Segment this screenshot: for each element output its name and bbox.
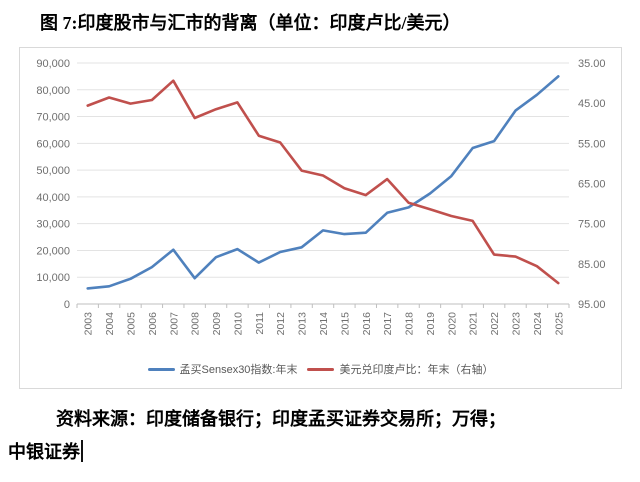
source-text-line1[interactable]: 资料来源：印度储备银行；印度孟买证券交易所；万得；	[56, 409, 506, 429]
legend-item-usdinr: 美元兑印度卢比：年末（右轴）	[307, 361, 493, 377]
x-axis-label: 2008	[190, 312, 202, 336]
x-axis-label: 2004	[104, 312, 116, 336]
legend-line-swatch	[147, 367, 175, 371]
x-axis-label: 2005	[125, 312, 137, 336]
x-axis-label: 2024	[532, 312, 544, 336]
x-axis-label: 2025	[553, 312, 565, 336]
y-axis-left-label: 90,000	[36, 58, 70, 70]
x-axis-label: 2018	[404, 312, 416, 336]
x-axis-label: 2006	[147, 312, 159, 336]
y-axis-right-label: 55.00	[578, 138, 606, 150]
x-axis-label: 2015	[339, 312, 351, 336]
x-axis-label: 2009	[211, 312, 223, 336]
y-axis-left-label: 80,000	[36, 85, 70, 97]
x-axis-label: 2019	[425, 312, 437, 336]
x-axis-label: 2011	[254, 312, 266, 335]
x-axis-label: 2003	[83, 312, 95, 336]
chart-title[interactable]: 图 7:印度股市与汇市的背离（单位：印度卢比/美元）	[40, 13, 461, 33]
legend-line-swatch	[307, 367, 335, 371]
x-axis-label: 2016	[361, 312, 373, 336]
y-axis-right-label: 85.00	[578, 259, 606, 271]
y-axis-left-label: 0	[64, 299, 70, 311]
y-axis-left-label: 70,000	[36, 112, 70, 124]
y-axis-left-label: 40,000	[36, 192, 70, 204]
y-axis-left-label: 50,000	[36, 165, 70, 177]
chart-legend: 孟买Sensex30指数:年末 美元兑印度卢比：年末（右轴）	[20, 361, 621, 377]
x-axis-label: 2017	[382, 312, 394, 336]
source-text: 中银证券	[8, 442, 80, 462]
x-axis-label: 2020	[446, 312, 458, 336]
legend-label: 孟买Sensex30指数:年末	[179, 364, 298, 376]
y-axis-right-label: 45.00	[578, 98, 606, 110]
sensex-series-line	[86, 75, 560, 290]
y-axis-left-label: 20,000	[36, 245, 70, 257]
x-axis-label: 2021	[468, 312, 480, 336]
x-axis-label: 2022	[489, 312, 501, 336]
x-axis-label: 2010	[232, 312, 244, 336]
chart-frame[interactable]: 0 10,000 20,000 30,000 40,000 50,000 60,000 70,…	[19, 47, 622, 389]
source-text-line2[interactable]: 中银证券	[8, 438, 83, 464]
y-axis-left-label: 60,000	[36, 138, 70, 150]
y-axis-right-label: 65.00	[578, 179, 606, 191]
y-axis-left-label: 10,000	[36, 272, 70, 284]
usdinr-series-line	[86, 79, 560, 285]
x-axis-label: 2023	[511, 312, 523, 336]
x-axis-label: 2012	[275, 312, 287, 336]
x-axis-label: 2007	[168, 312, 180, 336]
x-axis-label: 2014	[318, 312, 330, 336]
legend-label: 美元兑印度卢比：年末（右轴）	[339, 364, 494, 376]
chart-canvas: 0 10,000 20,000 30,000 40,000 50,000 60,000 70,…	[36, 58, 606, 336]
y-axis-left-label: 30,000	[36, 219, 70, 231]
text-cursor	[81, 440, 83, 462]
y-axis-right-label: 75.00	[578, 219, 606, 231]
y-axis-right-label: 95.00	[578, 299, 606, 311]
x-axis-label: 2013	[297, 312, 309, 336]
legend-item-sensex: 孟买Sensex30指数:年末	[147, 361, 298, 377]
y-axis-right-label: 35.00	[578, 58, 606, 70]
